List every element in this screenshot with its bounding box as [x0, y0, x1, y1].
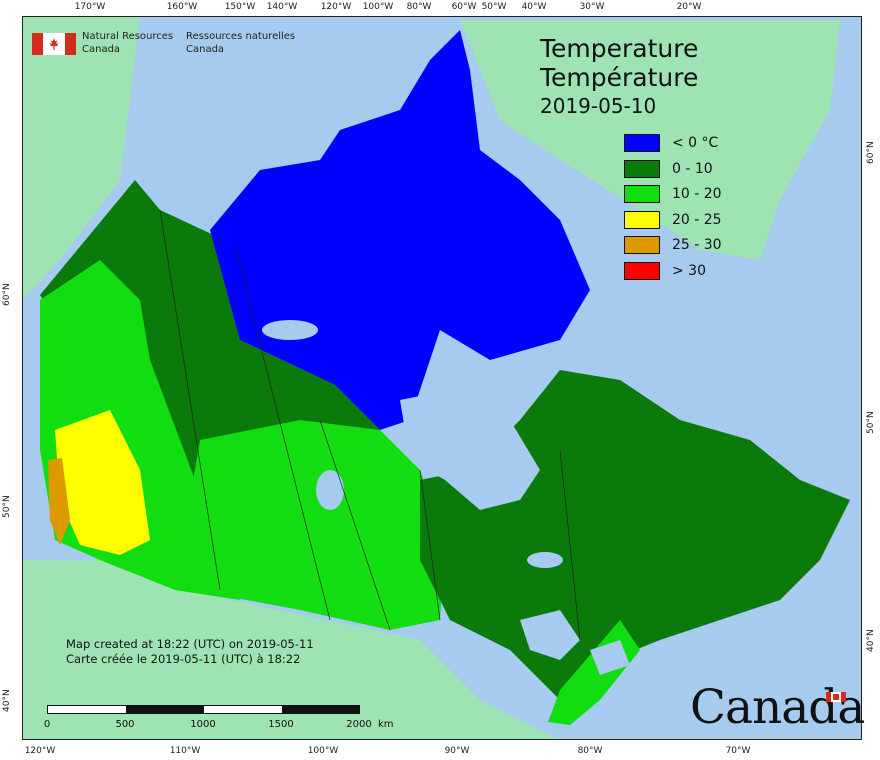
region-10-20-prairies [175, 420, 445, 630]
graticule-label: 40°N [866, 629, 876, 652]
graticule-label: 60°W [451, 2, 477, 12]
graticule-label: 50°N [2, 495, 12, 518]
graticule-label: 30°W [579, 2, 605, 12]
title-en: Temperature [540, 34, 699, 63]
hudson-bay [400, 390, 540, 510]
scale-label: 2000 [346, 719, 372, 730]
org-name-fr-line1: Ressources naturelles [186, 31, 296, 42]
scale-unit: km [378, 719, 394, 730]
legend-label: 20 - 25 [672, 211, 722, 228]
graticule-label: 160°W [166, 2, 198, 12]
org-name-en-line2: Canada [82, 44, 121, 55]
region-20-25-bc [55, 410, 150, 555]
org-name-fr-line2: Canada [186, 44, 225, 55]
credit-fr: Carte créée le 2019-05-11 (UTC) à 18:22 [66, 652, 301, 666]
org-name-en-line1: Natural Resources [82, 31, 174, 42]
provincial-borders [159, 209, 581, 641]
map-credit: Map created at 18:22 (UTC) on 2019-05-11… [66, 637, 314, 667]
region-25-30-bc [48, 458, 70, 545]
canada-wordmark: Canada [690, 680, 865, 735]
graticule-label: 40°W [521, 2, 547, 12]
graticule-label: 40°N [2, 689, 12, 712]
graticule-label: 70°W [725, 746, 751, 756]
legend-label: 0 - 10 [672, 160, 713, 177]
credit-en: Map created at 18:22 (UTC) on 2019-05-11 [66, 637, 314, 651]
legend-swatch [624, 159, 660, 178]
scale-bar [47, 705, 360, 714]
graticule-label: 150°W [224, 2, 256, 12]
legend-label: < 0 °C [672, 135, 719, 151]
wordmark-flag-icon [826, 692, 846, 702]
graticule-label: 170°W [74, 2, 106, 12]
graticule-label: 110°W [169, 746, 201, 756]
legend-swatch [624, 185, 660, 204]
legend-label: > 30 [672, 262, 706, 279]
legend-label: 25 - 30 [672, 237, 722, 254]
graticule-label: 100°W [307, 746, 339, 756]
scale-label: 1500 [268, 719, 294, 730]
org-name-fr: Ressources naturelles Canada [186, 30, 295, 56]
title-fr: Température [540, 63, 699, 92]
graticule-label: 60°N [2, 283, 12, 306]
legend-swatch [624, 134, 660, 152]
great-lakes [262, 320, 630, 675]
scale-label: 500 [115, 719, 135, 730]
legend-swatch [624, 210, 660, 229]
legend-swatch [624, 236, 660, 255]
graticule-label: 80°W [577, 746, 603, 756]
graticule-label: 100°W [362, 2, 394, 12]
graticule-label: 120°W [24, 746, 56, 756]
graticule-label: 120°W [320, 2, 352, 12]
graticule-label: 20°W [676, 2, 702, 12]
canada-flag-icon [32, 33, 76, 55]
graticule-label: 50°W [481, 2, 507, 12]
scale-label: 0 [43, 719, 51, 730]
title-date: 2019-05-10 [540, 94, 657, 118]
legend-swatch [624, 261, 660, 280]
graticule-label: 140°W [266, 2, 298, 12]
graticule-label: 60°N [866, 141, 876, 164]
map-title: Temperature Température 2019-05-10 [540, 34, 698, 121]
legend-label: 10 - 20 [672, 186, 722, 203]
org-name-en: Natural Resources Canada [82, 30, 173, 56]
scale-label: 1000 [190, 719, 216, 730]
graticule-label: 50°N [866, 411, 876, 434]
graticule-label: 90°W [444, 746, 470, 756]
graticule-label: 80°W [406, 2, 432, 12]
